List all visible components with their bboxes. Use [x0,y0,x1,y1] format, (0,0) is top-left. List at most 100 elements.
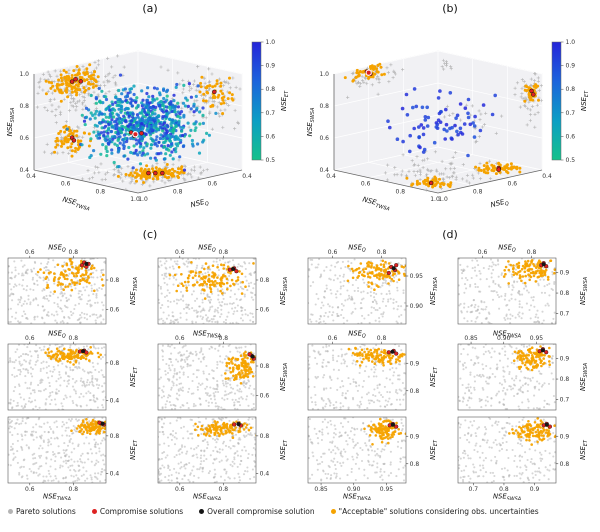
compromise-marker-icon [91,509,97,514]
legend-label-pareto: Pareto solutions [16,507,76,516]
svg-text:NSESWSA: NSESWSA [279,276,289,305]
overall-compromise-marker-icon [199,509,205,514]
axis-tick-labels: 0.6 0.8 0.6 0.8 [25,249,119,313]
plot-frame [7,416,107,484]
plot-frame [157,416,257,484]
svg-text:NSESWSA: NSESWSA [279,362,289,391]
axis-tick-labels: 0.7 0.8 0.90.80.9 [469,433,570,493]
acceptable-points [508,417,556,446]
svg-text:NSEET: NSEET [580,90,590,111]
plot-frame [157,257,257,325]
legend-label-overall-compromise: Overall compromise solution [207,507,315,516]
svg-text:0.6: 0.6 [175,249,185,256]
svg-text:0.8: 0.8 [473,188,483,195]
acceptable-wall-projections [44,63,235,184]
overall-compromise-point [541,262,546,267]
svg-text:0.6: 0.6 [361,181,371,188]
svg-text:0.5: 0.5 [566,157,576,164]
acceptable-points [224,350,256,385]
legend-item-acceptable: "Acceptable" solutions considering obs. … [330,507,539,516]
svg-text:0.8: 0.8 [69,249,79,256]
axis-tick-labels: 0.6 0.8 0.90 0.95 [328,249,423,310]
acceptable-points [168,261,255,300]
legend-item-overall-compromise: Overall compromise solution [199,507,315,516]
overall-compromise-point [84,261,89,266]
svg-text:0.4: 0.4 [319,167,329,174]
axis-tick-labels: 0.6 0.80.70.80.9 [478,249,570,317]
svg-text:0.6: 0.6 [175,335,185,342]
axis-tick-labels: 0.6 0.8 0.6 0.8 [175,335,269,399]
svg-text:0.6: 0.6 [328,249,338,256]
svg-text:NSEET: NSEET [280,90,290,111]
svg-text:NSEQ: NSEQ [198,244,216,254]
svg-text:0.6: 0.6 [25,486,35,493]
svg-text:NSETWSA: NSETWSA [61,195,92,212]
svg-text:0.8: 0.8 [96,188,106,195]
svg-text:0.4: 0.4 [260,471,270,478]
svg-text:0.8: 0.8 [396,188,406,195]
svg-text:0.4: 0.4 [19,167,29,174]
svg-text:NSEQ: NSEQ [48,244,66,254]
plot-frame [307,257,407,325]
acceptable-points [512,345,551,372]
svg-text:0.4: 0.4 [110,398,120,405]
axis-tick-labels: 0.4 0.6 0.8 1.0 0.4 0.6 0.8 1.0 0.4 0.6 0.8 1.0 [19,71,251,203]
svg-text:0.6: 0.6 [110,306,120,313]
panel-b-title: (b) [442,2,458,15]
acceptable-points [36,258,105,293]
svg-text:0.8: 0.8 [19,103,29,110]
panel-c-grid: 0.6 0.8 0.6 0.8 NSEQ NSETWSA 0.6 0.8 0.6 0.8 NSEQ N… [0,242,300,500]
axis-tick-labels: 0.6 0.8 0.4 0.8 [25,335,119,404]
svg-text:0.9: 0.9 [266,63,276,70]
svg-text:1.0: 1.0 [319,71,329,78]
pareto-points [158,258,256,324]
acceptable-points [346,259,406,291]
svg-text:0.4: 0.4 [110,471,120,478]
panel-d-grid: 0.6 0.8 0.90 0.95 NSEQ NSETWSA 0.6 0.8 0.7 0.8 0.9… [300,242,600,500]
pareto-points [8,344,106,410]
scatter3d-b: 0.4 0.6 0.8 1.0 0.4 0.6 0.8 1.0 0.4 0.6 0.8 1.0 NSET… [306,39,590,213]
svg-text:0.8: 0.8 [377,249,387,256]
acceptable-points [70,418,106,436]
svg-text:NSESWSA: NSESWSA [6,107,16,136]
svg-text:0.6: 0.6 [508,181,518,188]
overall-compromise-solution [365,69,372,76]
axis-tick-labels: 0.6 0.8 0.4 0.8 [175,433,269,493]
panel-a-plot: 0.4 0.6 0.8 1.0 0.4 0.6 0.8 1.0 0.4 0.6 0.8 1.0 NSET… [0,12,300,224]
svg-text:NSESWSA: NSESWSA [306,107,316,136]
panel-d-title: (d) [442,228,458,241]
axis-tick-labels: 0.6 0.8 0.6 0.8 [175,249,269,313]
axis-tick-labels: 0.6 0.80.80.9 [328,335,420,395]
svg-text:0.4: 0.4 [26,173,36,180]
svg-text:0.8: 0.8 [173,188,183,195]
svg-text:0.8: 0.8 [110,360,120,367]
svg-text:0.6: 0.6 [25,335,35,342]
svg-text:1.0: 1.0 [138,196,148,203]
svg-text:0.6: 0.6 [25,249,35,256]
acceptable-marker-icon [330,509,336,514]
axis-tick-labels: 0.6 0.8 0.4 0.8 [25,433,119,493]
svg-text:0.6: 0.6 [266,133,276,140]
svg-text:NSETWSA: NSETWSA [361,195,392,212]
legend-item-pareto: Pareto solutions [8,507,76,516]
svg-text:0.8: 0.8 [266,86,276,93]
svg-text:NSESWSA: NSESWSA [193,493,222,501]
overall-compromise-point [231,267,236,271]
svg-text:1.0: 1.0 [430,196,440,203]
svg-text:0.8: 0.8 [260,433,270,440]
svg-text:0.8: 0.8 [69,486,79,493]
scatter-d-1: 0.6 0.8 0.90 0.95 NSEQ NSETWSA [307,244,439,325]
svg-text:0.90: 0.90 [410,303,424,310]
svg-text:1.0: 1.0 [130,196,140,203]
svg-text:0.6: 0.6 [208,181,218,188]
solution-cloud [65,73,218,172]
svg-text:0.8: 0.8 [110,277,120,284]
